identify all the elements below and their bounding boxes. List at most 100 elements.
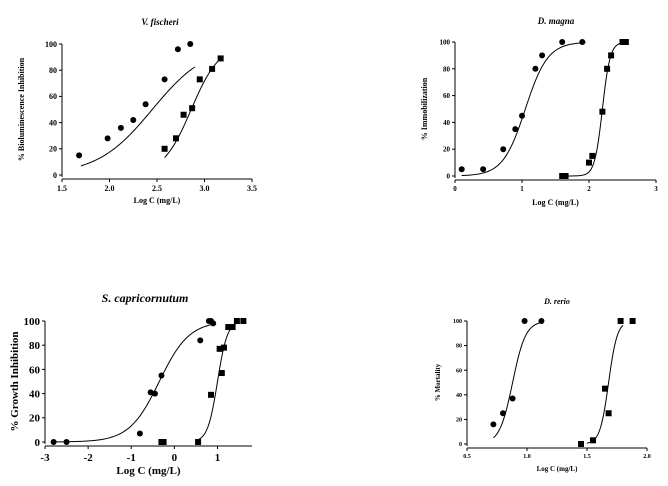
x-axis-label: Log C (mg/L) [537,465,579,473]
data-point-circle [187,41,194,47]
y-tick-label: 0 [35,437,41,449]
data-point-circle [210,320,217,327]
data-point-circle [500,410,506,417]
data-point-square [173,135,179,142]
fit-curve-series-1 [493,321,542,439]
fit-curve-series-1 [80,66,196,167]
data-point-square [218,370,225,377]
x-tick-label: 3.0 [200,184,210,193]
fit-curve-series-2 [586,324,624,444]
data-point-circle [538,318,545,324]
chart-panel-4: D. rerio 0 20 40 60 80 100 0.5 1.0 1.5 2.0 Log C (m… [434,297,651,473]
data-point-square [229,324,236,331]
data-point-square [604,65,611,72]
chart-title: D. magna [537,16,575,26]
data-point-square [629,318,636,324]
x-tick-label: 2.5 [152,184,162,193]
data-point-square [586,159,592,166]
data-point-circle [521,318,528,324]
y-tick-label: 20 [29,413,41,425]
y-tick-label: 40 [49,118,57,127]
chart-panel-1: V. fischeri 0 20 40 60 80 100 1.5 2.0 2.5 3.0 3.5 Lo… [17,17,257,205]
x-tick-label: 0 [172,452,178,464]
x-tick-label: 2 [587,185,591,193]
data-point-square [220,344,227,351]
x-tick-label: 2.0 [643,454,651,460]
data-point-circle [76,152,83,159]
x-tick-label: 1 [520,185,524,193]
y-tick-label: 0 [459,442,462,448]
data-point-circle [500,146,507,153]
y-tick-label: 0 [53,171,57,180]
y-tick-label: 100 [24,316,41,328]
data-point-square [160,439,167,445]
chart-title: V. fischeri [141,17,179,27]
y-tick-label: 100 [45,40,57,49]
x-tick-label: 2.0 [105,184,115,193]
data-point-circle [50,439,57,445]
chart-title: D. rerio [543,297,570,306]
x-tick-label: 3.5 [247,184,257,193]
y-tick-label: 100 [440,38,451,46]
x-tick-label: 3 [654,185,658,193]
x-tick-label: 1.5 [57,184,67,193]
data-point-circle [539,52,546,59]
data-point-circle [63,439,70,445]
data-point-square [208,391,215,398]
data-point-square [617,318,624,324]
y-axis-label: % Bioluminescence Inhibition [17,57,26,161]
data-point-square [590,437,596,444]
data-point-circle [117,124,124,131]
data-point-square [189,105,196,112]
y-tick-label: 20 [443,146,451,154]
x-tick-label: -3 [40,452,50,464]
data-point-square [559,173,566,179]
data-point-square [578,441,584,447]
y-tick-label: 60 [29,364,41,376]
y-tick-label: 40 [443,119,451,127]
y-tick-label: 60 [49,92,57,101]
chart-title: S. capricornutum [102,291,189,305]
y-tick-label: 60 [456,368,462,374]
fit-curve-series-2 [562,41,626,177]
y-tick-label: 80 [456,344,462,350]
data-point-circle [559,39,566,45]
data-point-square [217,55,224,62]
fit-curve-series-1 [55,323,214,443]
data-point-circle [490,421,497,428]
data-point-circle [480,166,487,173]
y-axis-label: % Mortality [434,363,442,401]
data-point-square [605,410,612,417]
data-point-square [225,324,232,331]
x-tick-label: -2 [84,452,94,464]
x-tick-label: 1.0 [523,454,531,460]
data-point-square [216,345,223,352]
y-tick-label: 80 [49,66,57,75]
x-axis-label: Log C (mg/L) [116,465,181,477]
data-point-circle [151,390,158,397]
chart-panel-3: S. capricornutum 0 20 40 60 80 100 -3 -2 -1 0 1 Log … [9,291,252,477]
y-axis-label: % Growth Inhibition [9,331,21,431]
x-tick-label: -1 [127,452,136,464]
data-point-square [602,385,608,392]
data-point-circle [532,65,539,72]
data-point-square [589,152,596,159]
data-point-circle [519,112,525,119]
data-point-circle [458,166,465,173]
y-tick-label: 40 [29,388,41,400]
data-point-square [161,145,168,152]
data-point-circle [130,116,137,123]
x-tick-label: 0.5 [463,454,471,460]
y-tick-label: 100 [453,319,462,325]
data-point-circle [509,395,516,402]
data-point-square [180,111,187,118]
y-tick-label: 80 [443,65,451,73]
chart-panel-2: D. magna 0 20 40 60 80 100 0 1 2 3 Log C (mg/L) % Im… [420,16,658,207]
x-tick-label: 1.5 [583,454,591,460]
x-axis-label: Log C (mg/L) [532,198,579,207]
y-axis-label: % Immobilization [420,77,429,140]
data-point-circle [197,337,204,344]
x-axis-label: Log C (mg/L) [134,196,181,205]
data-point-square [608,52,615,59]
y-tick-label: 60 [443,92,451,100]
